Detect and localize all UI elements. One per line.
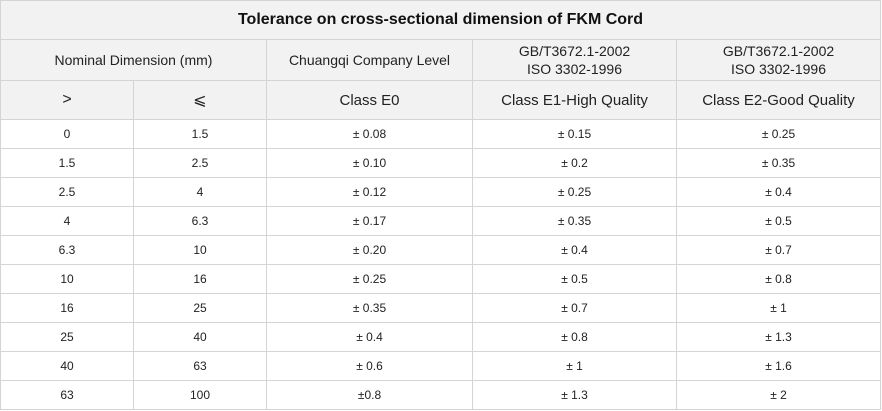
min-dimension-cell: 16 [0, 293, 134, 323]
class-e0-cell: ± 0.35 [266, 293, 473, 323]
class-e0-cell: ± 0.20 [266, 235, 473, 265]
min-dimension-cell: 4 [0, 206, 134, 236]
max-dimension-cell: 2.5 [133, 148, 267, 178]
class-e2-cell: ± 0.8 [676, 264, 881, 294]
min-dimension-cell: 2.5 [0, 177, 134, 207]
class-e0-cell: ± 0.08 [266, 119, 473, 149]
class-e1-cell: ± 0.5 [472, 264, 677, 294]
class-e1-cell: ± 0.2 [472, 148, 677, 178]
class-e2-cell: ± 1.3 [676, 322, 881, 352]
class-e1-cell: ± 0.4 [472, 235, 677, 265]
table-row: 16 25 ± 0.35 ± 0.7 ± 1 [0, 293, 881, 323]
max-dimension-cell: 16 [133, 264, 267, 294]
class-e1-cell: ± 0.7 [472, 293, 677, 323]
table-row: 6.3 10 ± 0.20 ± 0.4 ± 0.7 [0, 235, 881, 265]
standard-e2-header: GB/T3672.1-2002 ISO 3302-1996 [676, 39, 881, 81]
max-dimension-cell: 25 [133, 293, 267, 323]
class-e0-cell: ± 0.10 [266, 148, 473, 178]
min-dimension-cell: 6.3 [0, 235, 134, 265]
min-dimension-cell: 1.5 [0, 148, 134, 178]
less-equal-header: ⩽ [133, 80, 267, 120]
class-e0-cell: ± 0.12 [266, 177, 473, 207]
min-dimension-cell: 40 [0, 351, 134, 381]
class-e0-cell: ± 0.17 [266, 206, 473, 236]
class-e0-cell: ± 0.6 [266, 351, 473, 381]
table-body: 0 1.5 ± 0.08 ± 0.15 ± 0.25 1.5 2.5 ± 0.10 ± 0.2 ±… [0, 119, 881, 410]
class-e1-cell: ± 0.8 [472, 322, 677, 352]
max-dimension-cell: 100 [133, 380, 267, 410]
class-e1-cell: ± 0.25 [472, 177, 677, 207]
class-e1-header: Class E1-High Quality [472, 80, 677, 120]
nominal-dimension-header: Nominal Dimension (mm) [0, 39, 267, 81]
company-level-header: Chuangqi Company Level [266, 39, 473, 81]
class-e2-cell: ± 0.35 [676, 148, 881, 178]
greater-than-header: > [0, 80, 134, 120]
max-dimension-cell: 6.3 [133, 206, 267, 236]
class-e1-cell: ± 1.3 [472, 380, 677, 410]
max-dimension-cell: 63 [133, 351, 267, 381]
class-e2-cell: ± 0.7 [676, 235, 881, 265]
standard-e1-header: GB/T3672.1-2002 ISO 3302-1996 [472, 39, 677, 81]
class-e0-cell: ± 0.25 [266, 264, 473, 294]
class-e2-cell: ± 2 [676, 380, 881, 410]
standard-e1-line-2: ISO 3302-1996 [527, 61, 622, 77]
max-dimension-cell: 1.5 [133, 119, 267, 149]
table-row: 4 6.3 ± 0.17 ± 0.35 ± 0.5 [0, 206, 881, 236]
standard-e2-line-2: ISO 3302-1996 [731, 61, 826, 77]
table-title: Tolerance on cross-sectional dimension o… [0, 0, 881, 40]
class-e0-cell: ±0.8 [266, 380, 473, 410]
table-row: 2.5 4 ± 0.12 ± 0.25 ± 0.4 [0, 177, 881, 207]
table-row: 25 40 ± 0.4 ± 0.8 ± 1.3 [0, 322, 881, 352]
min-dimension-cell: 25 [0, 322, 134, 352]
max-dimension-cell: 10 [133, 235, 267, 265]
table-row: 10 16 ± 0.25 ± 0.5 ± 0.8 [0, 264, 881, 294]
class-e1-cell: ± 0.35 [472, 206, 677, 236]
class-e2-cell: ± 0.5 [676, 206, 881, 236]
min-dimension-cell: 10 [0, 264, 134, 294]
standard-e1-line-1: GB/T3672.1-2002 [518, 43, 631, 59]
table-row: 1.5 2.5 ± 0.10 ± 0.2 ± 0.35 [0, 148, 881, 178]
table-row: 40 63 ± 0.6 ± 1 ± 1.6 [0, 351, 881, 381]
class-e2-cell: ± 1.6 [676, 351, 881, 381]
class-e2-cell: ± 1 [676, 293, 881, 323]
min-dimension-cell: 0 [0, 119, 134, 149]
table-row: 63 100 ±0.8 ± 1.3 ± 2 [0, 380, 881, 410]
class-e1-cell: ± 0.15 [472, 119, 677, 149]
class-e0-cell: ± 0.4 [266, 322, 473, 352]
table-row: 0 1.5 ± 0.08 ± 0.15 ± 0.25 [0, 119, 881, 149]
max-dimension-cell: 4 [133, 177, 267, 207]
min-dimension-cell: 63 [0, 380, 134, 410]
max-dimension-cell: 40 [133, 322, 267, 352]
class-e0-header: Class E0 [266, 80, 473, 120]
class-e1-cell: ± 1 [472, 351, 677, 381]
class-e2-cell: ± 0.25 [676, 119, 881, 149]
standard-e2-line-1: GB/T3672.1-2002 [722, 43, 835, 59]
class-e2-header: Class E2-Good Quality [676, 80, 881, 120]
class-e2-cell: ± 0.4 [676, 177, 881, 207]
